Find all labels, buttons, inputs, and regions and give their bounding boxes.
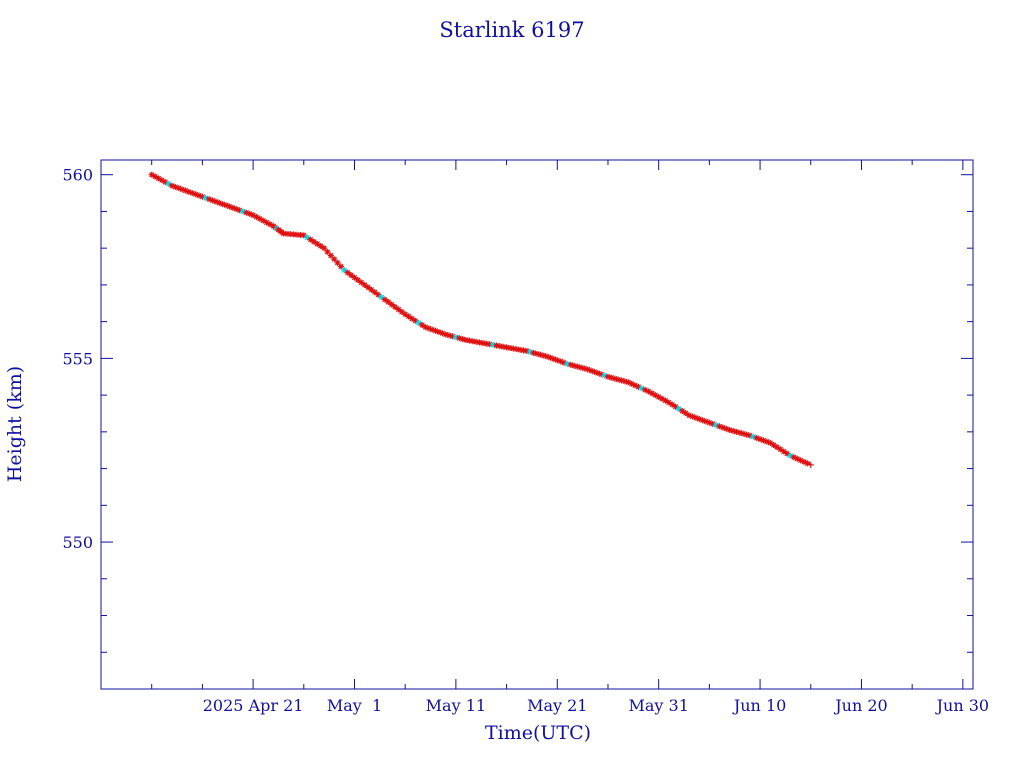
primary-point bbox=[665, 399, 672, 406]
secondary-point bbox=[378, 294, 385, 301]
primary-point bbox=[388, 301, 395, 308]
primary-point bbox=[773, 444, 780, 451]
y-axis-tick-labels: 550 555 560 bbox=[62, 166, 93, 552]
x-tick-label: May 21 bbox=[527, 696, 587, 715]
primary-point bbox=[375, 291, 382, 298]
primary-point bbox=[246, 210, 253, 217]
primary-point bbox=[300, 232, 307, 239]
primary-point bbox=[392, 303, 399, 310]
primary-point bbox=[368, 286, 375, 293]
primary-point bbox=[365, 284, 372, 291]
secondary-point bbox=[675, 405, 682, 412]
y-tick-label: 555 bbox=[62, 349, 93, 368]
primary-point bbox=[591, 368, 598, 375]
x-tick-label: 2025 Apr 21 bbox=[203, 696, 304, 715]
secondary-point bbox=[239, 208, 246, 215]
x-tick-label: May 31 bbox=[628, 696, 688, 715]
y-axis-label: Height (km) bbox=[4, 366, 26, 482]
primary-point bbox=[398, 308, 405, 315]
x-tick-label: May 1 bbox=[327, 696, 382, 715]
primary-point bbox=[354, 277, 361, 284]
y-axis-ticks bbox=[101, 174, 973, 690]
primary-point bbox=[672, 403, 679, 410]
plot-frame bbox=[100, 159, 974, 690]
x-axis-ticks bbox=[100, 160, 964, 689]
primary-point bbox=[381, 296, 388, 303]
primary-point bbox=[358, 279, 365, 286]
primary-point bbox=[348, 272, 355, 279]
primary-point bbox=[550, 355, 557, 362]
primary-point bbox=[679, 408, 686, 415]
x-tick-label: Jun 30 bbox=[935, 696, 989, 715]
x-axis-label: Time(UTC) bbox=[485, 722, 591, 744]
x-tick-label: Jun 20 bbox=[833, 696, 887, 715]
primary-point bbox=[405, 313, 412, 320]
primary-point bbox=[250, 212, 257, 219]
primary-point bbox=[351, 274, 358, 281]
chart-title: Starlink 6197 bbox=[439, 18, 584, 42]
primary-point bbox=[395, 306, 402, 313]
primary-point bbox=[361, 281, 368, 288]
primary-point bbox=[385, 299, 392, 306]
series-line bbox=[151, 174, 812, 466]
secondary-point bbox=[341, 267, 348, 274]
primary-point bbox=[371, 289, 378, 296]
secondary-point bbox=[304, 234, 311, 241]
primary-point bbox=[682, 410, 689, 417]
y-tick-label: 550 bbox=[62, 533, 93, 552]
primary-point bbox=[344, 269, 351, 276]
series-layer bbox=[148, 171, 814, 468]
x-axis-tick-labels: 2025 Apr 21 May 1 May 11 May 21 May 31 Jun 10… bbox=[203, 696, 989, 715]
y-tick-label: 560 bbox=[62, 166, 93, 185]
x-tick-label: Jun 10 bbox=[732, 696, 786, 715]
x-tick-label: May 11 bbox=[426, 696, 486, 715]
primary-point bbox=[777, 446, 784, 453]
primary-point bbox=[780, 448, 787, 455]
primary-point bbox=[807, 461, 814, 468]
